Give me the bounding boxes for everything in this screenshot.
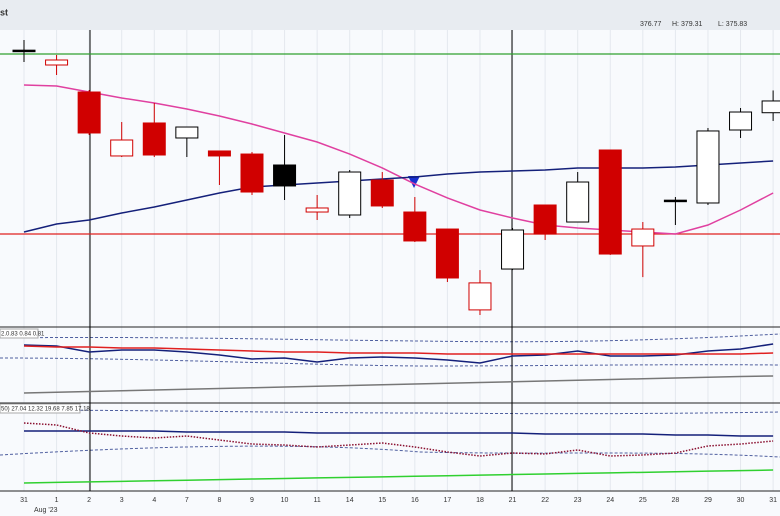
x-tick-label: 31 — [20, 497, 28, 504]
candle-body — [761, 100, 780, 114]
x-tick-label: 22 — [541, 497, 549, 504]
x-tick-label: 23 — [574, 497, 582, 504]
x-tick-label: 29 — [704, 497, 712, 504]
candle-body — [435, 228, 459, 279]
band-line — [0, 357, 780, 367]
candle-body — [240, 153, 264, 193]
indicator-line — [23, 343, 774, 364]
month-label: Aug '23 — [34, 507, 58, 514]
x-tick-label: 14 — [346, 497, 354, 504]
candle-body — [468, 282, 492, 311]
candle-body — [175, 126, 199, 139]
candle-body — [305, 207, 329, 213]
indicator-label: 2.0.83 0.84 0.81 — [1, 332, 45, 338]
signal-marker — [408, 176, 420, 188]
indicator-line — [23, 345, 774, 355]
header-bar — [0, 0, 780, 30]
indicator-label-box — [0, 328, 39, 339]
candle-body — [273, 164, 297, 187]
x-tick-label: 3 — [120, 497, 124, 504]
indicator-line — [23, 469, 774, 484]
candle-body — [631, 228, 655, 247]
symbol: st — [0, 7, 8, 17]
x-tick-label: 18 — [476, 497, 484, 504]
candle-body — [501, 229, 525, 270]
high-price: H: 379.31 — [672, 21, 702, 28]
candle-body — [142, 122, 166, 156]
candle-body — [566, 181, 590, 223]
indicator-line — [23, 375, 774, 394]
indicator-line — [23, 422, 774, 457]
x-tick-label: 28 — [672, 497, 680, 504]
candle-body — [45, 59, 69, 66]
x-tick-label: 10 — [281, 497, 289, 504]
candle-body — [110, 139, 134, 157]
x-tick-label: 24 — [606, 497, 614, 504]
band-line — [0, 333, 780, 343]
x-tick-label: 21 — [509, 497, 517, 504]
candle-body — [77, 91, 101, 134]
indicator-line — [24, 430, 774, 437]
x-tick-label: 4 — [152, 497, 156, 504]
x-tick-label: 17 — [444, 497, 452, 504]
candle-body — [370, 179, 394, 207]
x-tick-label: 8 — [217, 497, 221, 504]
x-tick-label: 11 — [313, 497, 320, 504]
x-tick-label: 30 — [737, 497, 745, 504]
candle-body — [663, 199, 687, 203]
x-tick-label: 9 — [250, 497, 254, 504]
x-tick-label: 7 — [185, 497, 189, 504]
candle-body — [533, 204, 557, 235]
candle-body — [207, 150, 231, 157]
band-line — [0, 409, 780, 415]
x-tick-label: 15 — [378, 497, 386, 504]
x-tick-label: 31 — [769, 497, 777, 504]
x-tick-label: 2 — [87, 497, 91, 504]
indicator-label-box — [0, 403, 81, 414]
candle-body — [696, 130, 720, 204]
candle-body — [598, 149, 622, 255]
x-tick-label: 25 — [639, 497, 647, 504]
indicator-label: 50) 27.04 12.32 19.68 7.85 17.18 — [1, 407, 90, 413]
low-price: L: 375.83 — [718, 21, 747, 28]
candle-body — [403, 211, 427, 242]
indicator-line — [23, 160, 774, 233]
x-tick-label: 1 — [55, 497, 59, 504]
candle-body — [729, 111, 753, 131]
candle-body — [12, 49, 36, 53]
x-tick-label: 16 — [411, 497, 419, 504]
open-price: 376.77 — [640, 21, 662, 28]
candle-body — [338, 171, 362, 216]
